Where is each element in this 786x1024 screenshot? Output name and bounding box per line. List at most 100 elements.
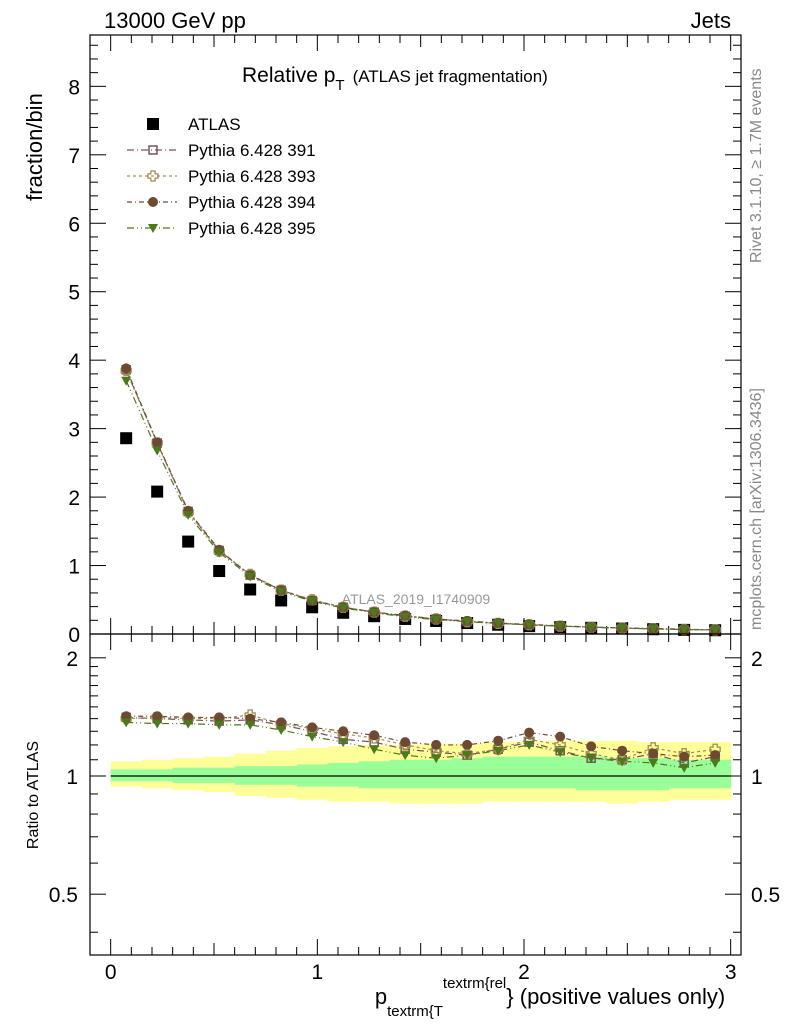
uncertainty-band-inner bbox=[544, 756, 577, 789]
data-point bbox=[307, 597, 318, 607]
y-tick-label: 7 bbox=[68, 145, 80, 168]
data-point bbox=[586, 623, 597, 633]
ratio-data-point bbox=[493, 735, 504, 746]
data-point bbox=[462, 617, 473, 627]
legend-marker bbox=[148, 145, 158, 155]
uncertainty-band-inner bbox=[327, 762, 360, 787]
ratio-data-point bbox=[152, 719, 163, 729]
legend: ATLAS Pythia 6.428 391 Pythia 6.428 393 Pyt… bbox=[127, 115, 316, 238]
xlabel-suffix: } (positive values only) bbox=[506, 984, 725, 1009]
ratio-data-point bbox=[183, 719, 194, 729]
ratio-data-point bbox=[710, 750, 721, 761]
data-point bbox=[493, 619, 504, 629]
ratio-series-markers bbox=[121, 711, 721, 762]
ratio-data-point bbox=[214, 720, 225, 730]
data-point bbox=[400, 612, 411, 622]
legend-marker bbox=[148, 224, 158, 233]
title-main: Relative p bbox=[242, 64, 335, 87]
data-point bbox=[555, 622, 566, 632]
x-tick-label: 1 bbox=[311, 961, 323, 984]
ratio-y-tick-label-right: 2 bbox=[751, 648, 763, 671]
ratio-data-point bbox=[555, 731, 566, 742]
ratio-data-point bbox=[276, 725, 287, 735]
ratio-data-point bbox=[400, 737, 411, 748]
legend-label: Pythia 6.428 394 bbox=[188, 193, 316, 212]
series-line bbox=[125, 368, 716, 631]
y-tick-label: 8 bbox=[68, 76, 80, 99]
data-point bbox=[182, 535, 195, 548]
side-text: Rivet 3.1.10, ≥ 1.7M events mcplots.cern… bbox=[748, 68, 765, 630]
side-text-bottom: mcplots.cern.ch [arXiv:1306.3436] bbox=[748, 388, 765, 630]
ratio-data-point bbox=[214, 712, 225, 723]
data-point bbox=[213, 565, 226, 578]
data-point bbox=[183, 510, 194, 520]
ratio-data-point bbox=[152, 711, 163, 722]
ratio-data-point bbox=[462, 751, 473, 761]
ratio-data-point bbox=[462, 739, 473, 750]
ratio-data-point bbox=[431, 739, 442, 750]
data-point bbox=[276, 587, 287, 597]
ratio-data-point bbox=[369, 730, 380, 741]
data-point bbox=[152, 446, 163, 456]
main-panel: 0 1 2 3 4 5 6 7 8 bbox=[68, 34, 742, 647]
uncertainty-band-inner bbox=[420, 759, 453, 789]
ratio-data-point bbox=[493, 746, 504, 756]
data-point bbox=[338, 603, 349, 613]
data-point bbox=[369, 608, 380, 618]
y-tick-label: 6 bbox=[68, 213, 80, 236]
y-tick-label: 1 bbox=[68, 556, 80, 579]
ratio-panel: 0.5 0.5 1 1 2 2 0 1 2 3 bbox=[49, 633, 780, 984]
data-point bbox=[244, 583, 257, 596]
data-point bbox=[524, 620, 535, 630]
ratio-y-tick-label: 0.5 bbox=[49, 884, 78, 907]
ratio-data-point bbox=[524, 727, 535, 738]
data-point bbox=[214, 548, 225, 558]
uncertainty-band-inner bbox=[513, 756, 546, 789]
ratio-y-tick-label: 2 bbox=[66, 648, 78, 671]
ratio-data-point bbox=[307, 732, 318, 742]
data-point bbox=[120, 432, 133, 445]
y-tick-label: 2 bbox=[68, 487, 80, 510]
uncertainty-band-inner bbox=[172, 767, 205, 783]
ratio-data-point bbox=[555, 748, 566, 758]
y-tick-label: 0 bbox=[68, 624, 80, 647]
ratio-data-point bbox=[400, 751, 411, 761]
legend-marker bbox=[147, 118, 159, 130]
legend-marker bbox=[148, 197, 158, 207]
uncertainty-band-inner bbox=[110, 769, 143, 782]
chart-title: Relative pT (ATLAS jet fragmentation) bbox=[242, 64, 548, 94]
uncertainty-band-inner bbox=[451, 758, 484, 789]
legend-label: Pythia 6.428 395 bbox=[188, 219, 316, 238]
title-suffix: (ATLAS jet fragmentation) bbox=[353, 67, 548, 86]
ratio-data-point bbox=[338, 726, 349, 737]
header-right: Jets bbox=[691, 8, 731, 33]
ratio-data-point bbox=[431, 754, 442, 764]
ratio-y-tick-label-right: 1 bbox=[751, 766, 763, 789]
ratio-data-point bbox=[307, 722, 318, 733]
legend-marker bbox=[147, 170, 159, 182]
uncertainty-band-inner bbox=[141, 769, 174, 782]
y-tick-label: 4 bbox=[68, 350, 80, 373]
x-tick-label: 2 bbox=[518, 961, 530, 984]
data-point bbox=[617, 624, 628, 634]
data-point bbox=[710, 625, 721, 635]
main-ylabel: fraction/bin bbox=[22, 93, 47, 201]
legend-label: Pythia 6.428 391 bbox=[188, 141, 316, 160]
ratio-data-point bbox=[524, 740, 535, 750]
ratio-ylabel: Ratio to ATLAS bbox=[25, 741, 42, 849]
data-point bbox=[648, 624, 659, 634]
ratio-data-point bbox=[245, 720, 256, 730]
data-point bbox=[152, 437, 163, 448]
ratio-data-point bbox=[648, 758, 659, 768]
uncertainty-band-inner bbox=[482, 756, 515, 789]
watermark: ATLAS_2019_I1740909 bbox=[342, 591, 491, 607]
ratio-data-point bbox=[586, 754, 597, 764]
data-point bbox=[275, 594, 288, 607]
uncertainty-band-inner bbox=[358, 761, 391, 789]
ratio-data-point bbox=[648, 748, 659, 759]
series-line bbox=[125, 380, 716, 631]
data-point bbox=[679, 625, 690, 635]
series-markers bbox=[121, 376, 721, 635]
x-tick-label: 0 bbox=[105, 961, 117, 984]
